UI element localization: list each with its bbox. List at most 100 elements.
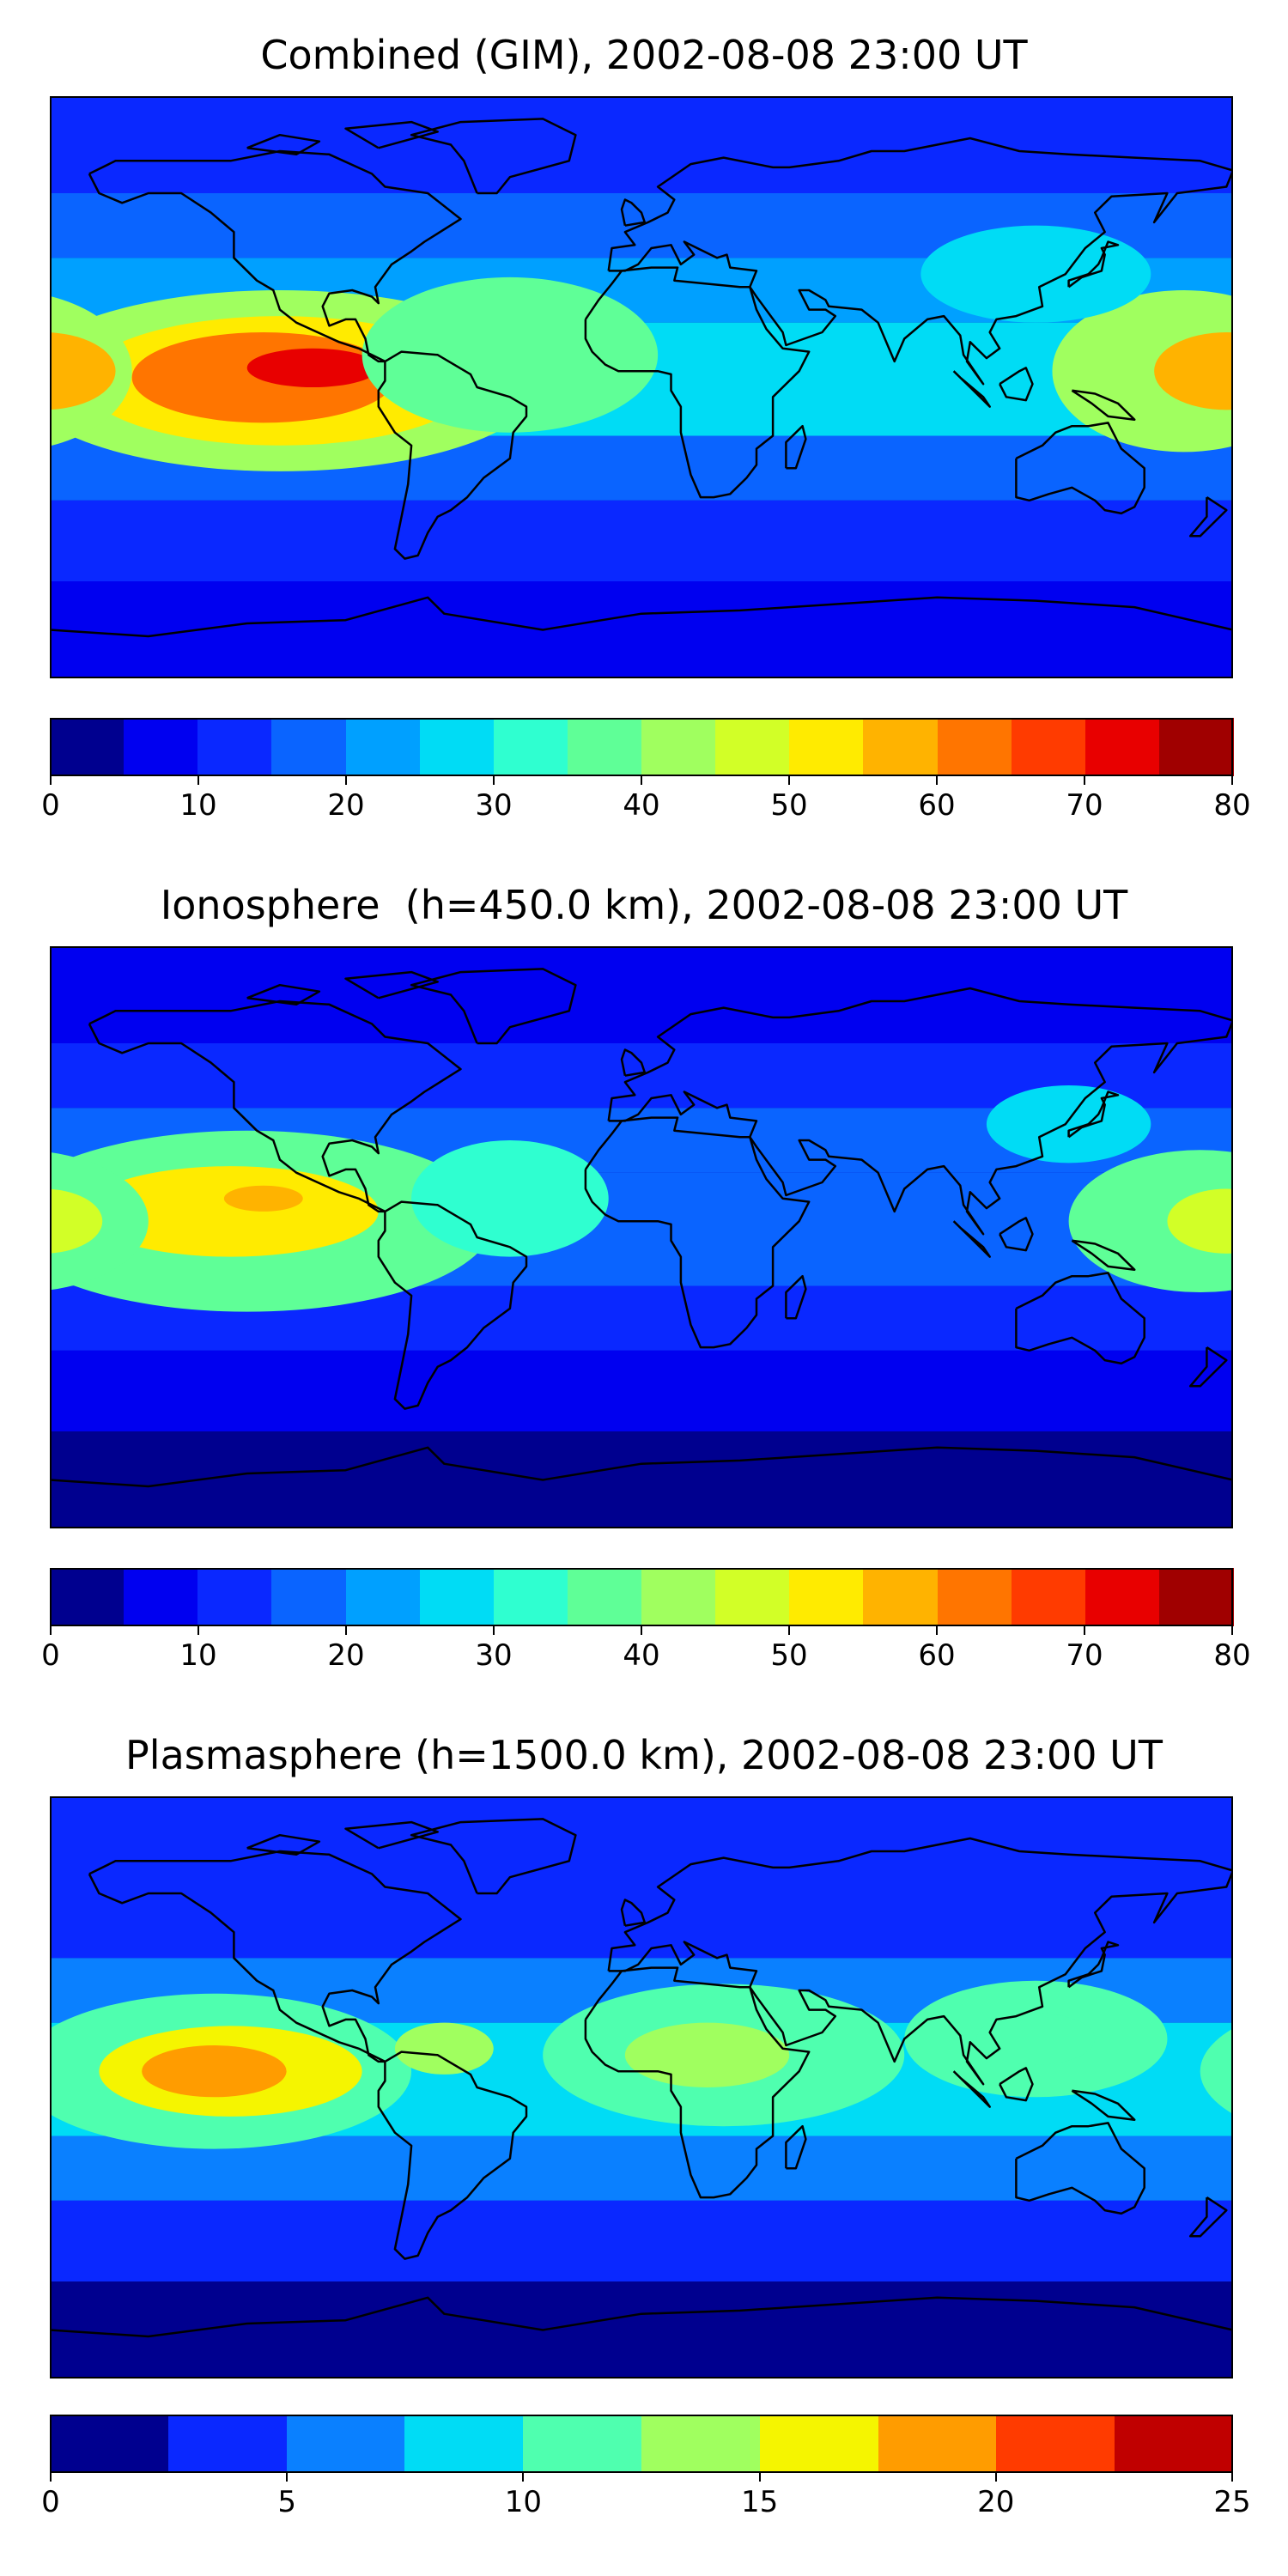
panel-3-title: Plasmasphere (h=1500.0 km), 2002-08-08 2… <box>125 1732 1163 1778</box>
colorbar-segment <box>789 718 864 776</box>
coastline <box>377 2050 528 2260</box>
colorbar-segment <box>197 1568 272 1626</box>
latitude-band <box>50 1431 1233 1528</box>
colorbar-segment <box>1084 718 1160 776</box>
colorbar-tick-label: 50 <box>770 1638 808 1673</box>
panel-2-map <box>50 946 1233 1528</box>
colorbar-tick-label: 60 <box>918 788 956 823</box>
colorbar-segment <box>641 2415 761 2473</box>
coastline <box>1015 422 1145 515</box>
panel-3-colorbar <box>50 2415 1234 2473</box>
panel-1-title: Combined (GIM), 2002-08-08 23:00 UT <box>260 32 1028 78</box>
colorbar-tick-label: 70 <box>1066 1638 1103 1673</box>
coastline <box>88 999 462 1213</box>
colorbar-tick-label: 40 <box>623 1638 660 1673</box>
panel-3-contour-field <box>50 1796 1233 2379</box>
colorbar-tick <box>936 1626 938 1635</box>
panel-3-colorbar-ticks: 0 5 10 15 20 25 <box>41 2473 1251 2533</box>
coastline <box>50 596 1233 638</box>
coastline <box>584 1116 811 1349</box>
coastline <box>620 1048 647 1077</box>
colorbar-tick <box>50 1626 52 1635</box>
colorbar-segment <box>863 718 938 776</box>
panel-1-colorbar <box>50 718 1234 776</box>
colorbar-tick-label: 70 <box>1066 788 1103 823</box>
colorbar-tick-label: 0 <box>41 2485 60 2519</box>
contour-region <box>50 332 116 410</box>
colorbar-segment <box>286 2415 405 2473</box>
coastline <box>50 2296 1233 2338</box>
colorbar-tick <box>994 2473 997 2482</box>
colorbar-segment <box>271 1568 346 1626</box>
coastline <box>410 118 577 195</box>
contour-region <box>50 1188 103 1254</box>
coastline <box>1188 496 1228 538</box>
panel-1-coastlines <box>50 118 1233 638</box>
colorbar-segment <box>493 1568 568 1626</box>
coastline <box>999 2067 1034 2102</box>
colorbar-segment <box>759 2415 879 2473</box>
coastline <box>785 2124 807 2170</box>
coastline <box>1067 240 1120 289</box>
coastline <box>1188 2196 1228 2238</box>
colorbar-tick <box>522 2473 525 2482</box>
colorbar-tick-label: 0 <box>41 788 60 823</box>
contour-region <box>976 2013 1096 2065</box>
colorbar-tick-label: 30 <box>475 1638 513 1673</box>
coastline <box>584 1966 811 2199</box>
colorbar-tick <box>286 2473 289 2482</box>
contour-region <box>1200 2028 1233 2115</box>
panel-2-colorbar-ticks: 0 10 20 30 40 50 60 70 80 <box>41 1626 1251 1686</box>
colorbar-segment <box>567 718 642 776</box>
colorbar-segment <box>937 1568 1012 1626</box>
contour-region <box>394 2022 494 2075</box>
contour-region <box>1052 290 1233 453</box>
latitude-band <box>50 1350 1233 1431</box>
colorbar-segment <box>419 718 495 776</box>
latitude-band <box>50 96 1233 193</box>
coastline <box>1188 1346 1228 1388</box>
colorbar-tick <box>493 776 495 785</box>
colorbar-segment <box>523 2415 642 2473</box>
contour-region <box>361 276 659 433</box>
colorbar-segment <box>1115 2415 1234 2473</box>
coastline <box>50 1446 1233 1488</box>
colorbar-segment <box>937 718 1012 776</box>
contour-region <box>624 2022 790 2087</box>
coastline <box>952 370 991 408</box>
colorbar-tick-label: 10 <box>179 1638 217 1673</box>
coastline <box>1067 1091 1120 1139</box>
contour-region <box>1167 1188 1233 1254</box>
panel-2-contour-field <box>50 946 1233 1528</box>
coastline <box>1071 1239 1136 1271</box>
colorbar-segment <box>996 2415 1115 2473</box>
colorbar-tick <box>641 776 642 785</box>
colorbar-tick <box>788 1626 790 1635</box>
coastline <box>584 266 811 499</box>
colorbar-segment <box>789 1568 864 1626</box>
colorbar-tick <box>788 776 790 785</box>
colorbar-tick <box>50 2473 52 2482</box>
panel-2-coastlines <box>50 968 1233 1488</box>
colorbar-segment <box>715 718 790 776</box>
panel-1-colorbar-ticks: 0 10 20 30 40 50 60 70 80 <box>41 776 1251 836</box>
coastline <box>620 198 647 227</box>
colorbar-tick <box>1084 1626 1085 1635</box>
coastline <box>410 1818 577 1895</box>
coastline <box>246 1833 321 1856</box>
contour-region <box>142 2045 287 2098</box>
latitude-band <box>50 500 1233 581</box>
colorbar-tick <box>1231 1626 1233 1635</box>
colorbar-tick <box>936 776 938 785</box>
colorbar-segment <box>715 1568 790 1626</box>
colorbar-segment <box>50 2415 169 2473</box>
contour-region <box>223 1185 303 1212</box>
coastline <box>246 133 321 156</box>
panel-2-title: Ionosphere (h=450.0 km), 2002-08-08 23:0… <box>160 882 1128 928</box>
coastline <box>620 1899 647 1927</box>
colorbar-tick <box>1231 776 1233 785</box>
colorbar-tick-label: 10 <box>504 2485 543 2519</box>
panel-1-contour-field <box>50 96 1233 678</box>
colorbar-segment <box>493 718 568 776</box>
colorbar-segment <box>419 1568 495 1626</box>
